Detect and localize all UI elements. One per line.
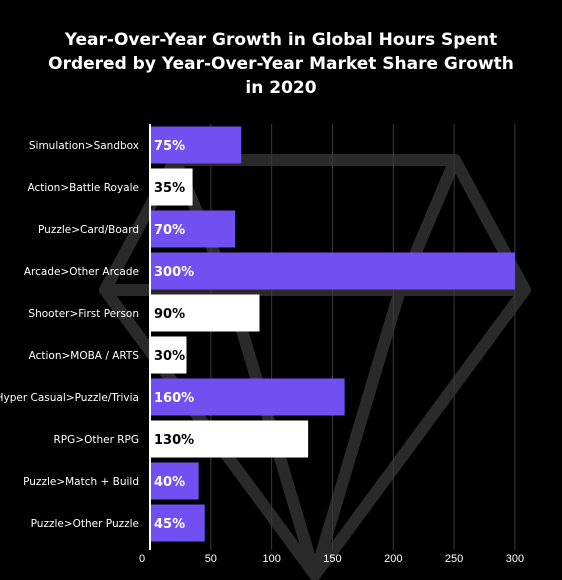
bar-group: 45% Puzzle>Other Puzzle [31, 504, 205, 542]
x-tick-label: 0 [139, 553, 145, 565]
bar-group: 30% Action>MOBA / ARTS [29, 336, 187, 374]
grid-lines [210, 124, 516, 550]
data-label: 35% [154, 181, 185, 196]
data-label: 45% [154, 517, 185, 532]
x-tick-label: 100 [262, 553, 280, 565]
x-tick-label: 250 [445, 553, 463, 565]
bar [151, 378, 345, 416]
category-label: RPG>Other RPG [54, 434, 139, 446]
bar-group: 75% Simulation>Sandbox [29, 126, 242, 164]
data-label: 30% [154, 349, 185, 364]
bar [151, 420, 309, 458]
x-axis: 0 50 100 150 200 250 300 [139, 124, 524, 565]
category-label: Simulation>Sandbox [29, 140, 139, 152]
bar [151, 252, 515, 290]
x-tick-label: 200 [384, 553, 402, 565]
bar-group: 300% Arcade>Other Arcade [24, 252, 515, 290]
bar-group: 90% Shooter>First Person [28, 294, 260, 332]
bar-group: 160% Hyper Casual>Puzzle/Trivia [0, 378, 345, 416]
bar [151, 462, 199, 500]
data-label: 160% [154, 391, 194, 406]
bar [151, 168, 193, 206]
bars: 75% Simulation>Sandbox 35% Action>Battle Ro… [0, 126, 515, 542]
bar [151, 210, 236, 248]
data-label: 40% [154, 475, 185, 490]
x-tick-label: 150 [323, 553, 341, 565]
category-label: Action>Battle Royale [27, 182, 139, 194]
category-label: Puzzle>Other Puzzle [31, 518, 139, 530]
chart-title-line-2: Ordered by Year-Over-Year Market Share G… [48, 54, 514, 74]
chart-title: Year-Over-Year Growth in Global Hours Sp… [0, 28, 562, 100]
category-label: Puzzle>Card/Board [38, 224, 139, 236]
bar [151, 504, 205, 542]
data-label: 300% [154, 265, 194, 280]
data-label: 70% [154, 223, 185, 238]
category-label: Action>MOBA / ARTS [29, 350, 140, 362]
data-label: 75% [154, 139, 185, 154]
data-label: 90% [154, 307, 185, 322]
category-label: Hyper Casual>Puzzle/Trivia [0, 392, 139, 404]
bar-group: 40% Puzzle>Match + Build [23, 462, 199, 500]
chart-title-line-3: in 2020 [245, 78, 317, 98]
chart-title-line-1: Year-Over-Year Growth in Global Hours Sp… [64, 30, 498, 50]
bar [151, 336, 187, 374]
category-label: Arcade>Other Arcade [24, 266, 139, 278]
x-tick-label: 50 [205, 553, 217, 565]
data-label: 130% [154, 433, 194, 448]
bar-group: 130% RPG>Other RPG [54, 420, 309, 458]
category-label: Shooter>First Person [28, 308, 139, 320]
bar-group: 70% Puzzle>Card/Board [38, 210, 236, 248]
x-tick-label: 300 [506, 553, 524, 565]
bar [151, 294, 260, 332]
category-label: Puzzle>Match + Build [23, 476, 139, 488]
bar-group: 35% Action>Battle Royale [27, 168, 193, 206]
bar [151, 126, 242, 164]
